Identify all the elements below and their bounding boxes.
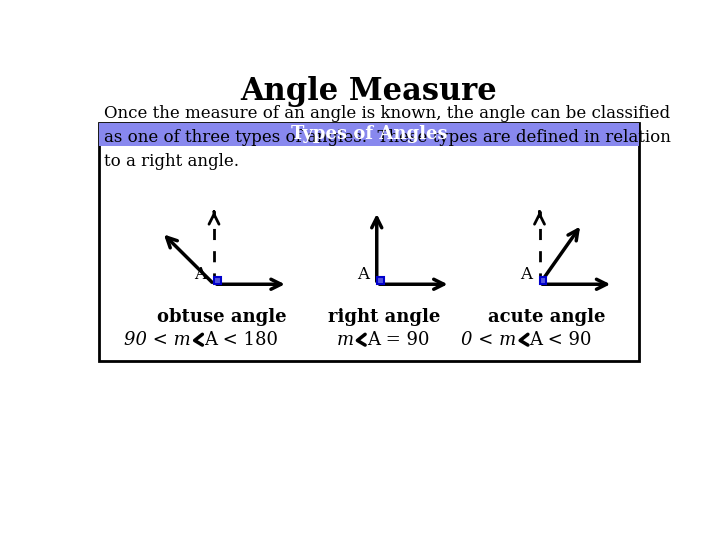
Bar — [99, 123, 639, 146]
Text: 90 < m: 90 < m — [124, 330, 191, 349]
Text: 0 < m: 0 < m — [461, 330, 516, 349]
Bar — [99, 123, 639, 361]
Text: right angle: right angle — [328, 308, 441, 326]
Bar — [377, 278, 384, 284]
Text: Types of Angles: Types of Angles — [291, 125, 447, 143]
Bar — [539, 278, 546, 284]
Text: m: m — [336, 330, 354, 349]
Text: A: A — [520, 266, 532, 283]
Text: A < 90: A < 90 — [529, 330, 592, 349]
Text: obtuse angle: obtuse angle — [157, 308, 287, 326]
Text: A: A — [357, 266, 369, 283]
Bar — [214, 278, 221, 284]
Text: A: A — [194, 266, 206, 283]
Text: Once the measure of an angle is known, the angle can be classified
as one of thr: Once the measure of an angle is known, t… — [104, 105, 671, 170]
Text: acute angle: acute angle — [488, 308, 606, 326]
Text: A < 180: A < 180 — [204, 330, 278, 349]
Text: A = 90: A = 90 — [366, 330, 429, 349]
Text: Angle Measure: Angle Measure — [240, 76, 498, 107]
